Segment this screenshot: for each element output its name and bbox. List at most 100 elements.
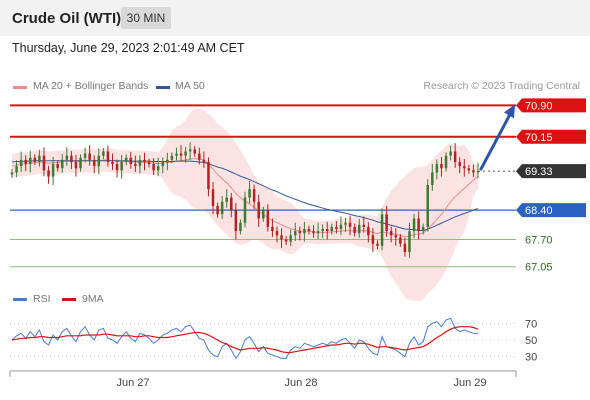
support-1-tag: 67.70 — [525, 234, 553, 246]
candle-body — [335, 226, 338, 229]
candle-body — [367, 226, 370, 236]
candle-body — [129, 157, 133, 165]
ma9-legend-swatch — [62, 298, 76, 301]
candle-body — [97, 155, 101, 167]
candle-body — [56, 164, 59, 169]
candle-body — [161, 161, 165, 167]
bollinger-legend-label: MA 20 + Bollinger Bands — [33, 80, 149, 92]
candle-body — [476, 171, 480, 173]
candle-body — [143, 159, 146, 162]
candle-body — [257, 201, 260, 219]
candle-body — [134, 164, 137, 167]
candle-body — [184, 151, 187, 156]
candle-body — [51, 164, 55, 177]
candle-body — [289, 235, 292, 242]
projection-arrow-shaft — [479, 112, 512, 171]
candle-body — [472, 170, 475, 173]
candle-body — [170, 155, 174, 160]
candle-body — [408, 231, 411, 253]
candle-body — [394, 235, 398, 238]
candle-body — [463, 166, 466, 169]
candle-body — [15, 166, 18, 173]
candle-body — [92, 159, 96, 167]
candle-body — [60, 159, 64, 169]
resistance-1-tag: 70.15 — [516, 129, 586, 144]
candle-body — [312, 231, 315, 234]
pivot-tag-bg — [516, 203, 586, 218]
candle-body — [166, 159, 169, 162]
candle-body — [444, 155, 448, 169]
candle-body — [435, 164, 439, 173]
candle-body — [198, 153, 201, 160]
candle-body — [412, 218, 416, 232]
header-bar: Crude Oil (WTI) 30 MIN — [0, 0, 590, 36]
candle-body — [316, 231, 320, 234]
candle-body — [458, 161, 461, 167]
candle-body — [417, 218, 420, 232]
candle-body — [453, 151, 457, 162]
pivot-tag-text: 68.40 — [525, 205, 553, 217]
candle-body — [275, 231, 279, 236]
last-price-tag-bg — [516, 164, 586, 179]
candle-body — [175, 153, 178, 156]
projection-arrow-head — [504, 104, 515, 119]
resistance-1-tag-bg — [516, 129, 586, 144]
candle-body — [33, 157, 37, 162]
rsi-legend-swatch — [13, 298, 27, 301]
candle-body — [262, 210, 265, 219]
candle-body — [440, 164, 443, 169]
candle-body — [293, 231, 297, 236]
candle-body — [252, 189, 256, 202]
candle-body — [111, 161, 114, 165]
candle-body — [88, 153, 91, 160]
candle-body — [307, 229, 311, 232]
candle-body — [138, 159, 142, 167]
candle-body — [449, 151, 452, 156]
candle-body — [211, 189, 215, 206]
x-tick-label: Jun 28 — [284, 377, 317, 389]
candle-body — [152, 164, 155, 171]
candle-body — [188, 149, 192, 152]
candle-body — [385, 214, 388, 232]
resistance-1-tag-text: 70.15 — [525, 132, 553, 144]
credit-text: Research © 2023 Trading Central — [423, 80, 580, 92]
candle-body — [389, 231, 393, 236]
candle-body — [431, 172, 434, 185]
candle-body — [47, 170, 50, 177]
candle-body — [225, 197, 228, 202]
candle-body — [179, 153, 183, 156]
candle-body — [426, 185, 430, 227]
support-1-tag-text: 67.70 — [525, 234, 553, 246]
candle-body — [216, 205, 219, 215]
last-price-tag: 69.33 — [516, 164, 586, 179]
candle-body — [243, 197, 247, 223]
x-tick-label: Jun 29 — [453, 377, 486, 389]
candle-body — [124, 157, 128, 162]
ma50-legend-swatch — [156, 86, 170, 89]
candle-body — [10, 172, 14, 175]
ma9-legend-label: 9MA — [82, 293, 104, 305]
timeframe-badge[interactable]: 30 MIN — [121, 7, 171, 29]
candle-body — [147, 161, 151, 165]
support-2-tag: 67.05 — [525, 262, 553, 274]
candle-body — [303, 229, 306, 234]
candle-body — [298, 231, 302, 234]
candle-body — [120, 161, 123, 171]
candle-body — [156, 166, 160, 171]
bollinger-legend-swatch — [13, 86, 27, 89]
candle-body — [70, 155, 73, 162]
candle-body — [79, 157, 82, 169]
rsi-ma9-line — [11, 326, 479, 354]
candle-body — [220, 201, 224, 215]
candle-body — [325, 229, 329, 232]
candle-body — [193, 149, 197, 154]
candle-body — [248, 189, 251, 198]
candle-body — [83, 153, 87, 158]
ma50-legend-label: MA 50 — [175, 80, 205, 92]
timestamp: Thursday, June 29, 2023 2:01:49 AM CET — [12, 41, 245, 55]
resistance-2-tag-bg — [516, 98, 586, 113]
candle-body — [321, 229, 324, 232]
candle-body — [357, 224, 361, 234]
